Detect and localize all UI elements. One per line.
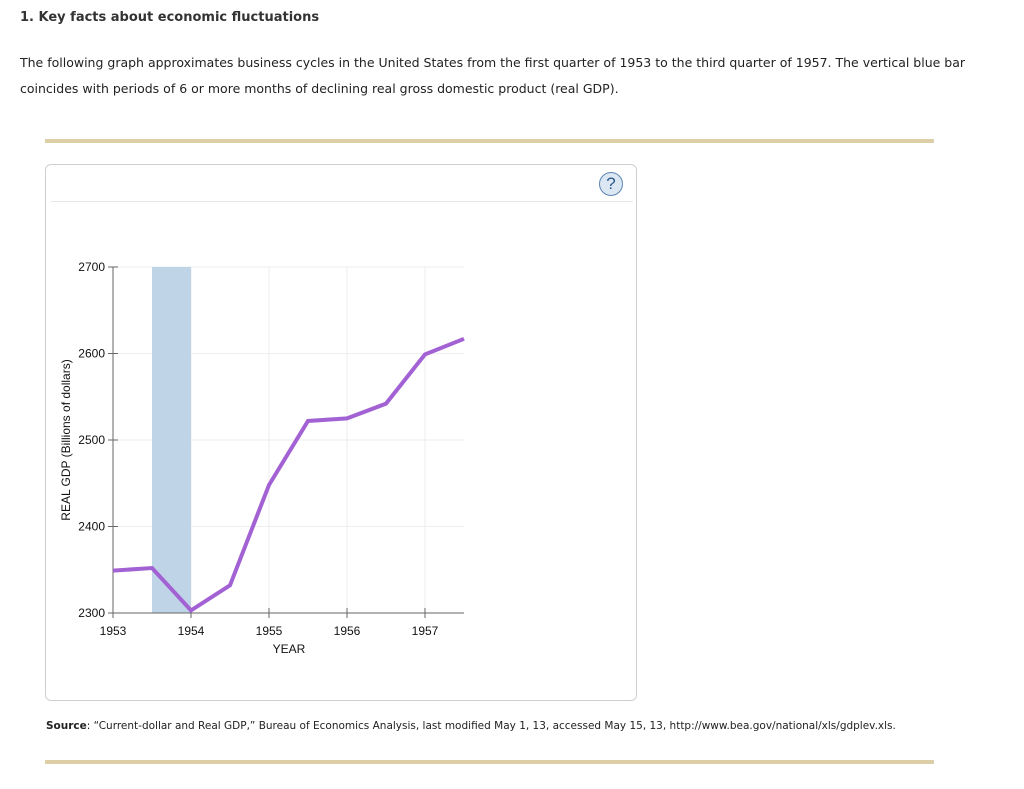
x-tick-label: 1953	[100, 624, 127, 638]
top-divider	[45, 139, 934, 143]
x-tick-label: 1955	[256, 624, 283, 638]
y-tick-label: 2500	[78, 433, 105, 447]
x-tick-label: 1956	[334, 624, 361, 638]
recession-bar	[152, 267, 191, 613]
source-label: Source	[46, 720, 87, 732]
source-citation: Source: “Current-dollar and Real GDP,” B…	[46, 720, 896, 732]
help-button[interactable]: ?	[599, 172, 623, 196]
y-axis-title: REAL GDP (Billions of dollars)	[59, 359, 73, 520]
x-tick-label: 1954	[178, 624, 205, 638]
question-mark-icon: ?	[606, 174, 616, 193]
bottom-divider	[45, 760, 934, 764]
question-title: 1. Key facts about economic fluctuations	[20, 10, 320, 25]
x-axis-title: YEAR	[273, 642, 306, 656]
y-tick-label: 2700	[78, 260, 105, 274]
source-text: : “Current-dollar and Real GDP,” Bureau …	[86, 720, 896, 732]
x-tick-label: 1957	[412, 624, 439, 638]
y-tick-label: 2600	[78, 347, 105, 361]
y-tick-label: 2300	[78, 606, 105, 620]
gdp-line	[112, 336, 465, 613]
chart-panel: ?	[45, 164, 637, 701]
question-intro: The following graph approximates busines…	[20, 55, 966, 96]
panel-header-divider	[51, 201, 633, 202]
y-tick-label: 2400	[78, 520, 105, 534]
